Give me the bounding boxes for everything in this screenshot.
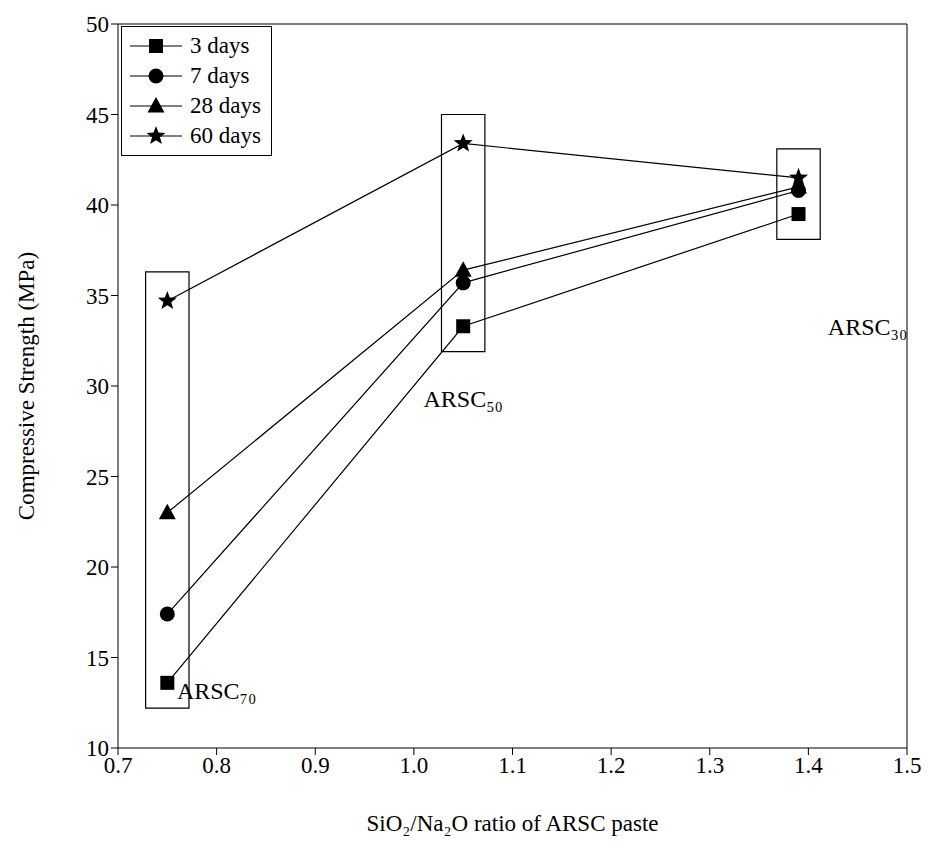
svg-text:0.9: 0.9 [301,753,330,778]
svg-text:ARSC₇₀: ARSC₇₀ [177,678,256,704]
html-text:60 days: 60 days [190,123,261,148]
svg-text:45: 45 [86,103,109,128]
svg-text:0.7: 0.7 [103,753,133,779]
svg-text:1.2: 1.2 [597,753,626,778]
svg-text:1.4: 1.4 [794,753,823,778]
svg-text:40: 40 [86,193,109,218]
html-text:3 days: 3 days [190,33,250,58]
svg-text:50: 50 [86,12,109,37]
svg-text:25: 25 [86,465,109,490]
svg-text:20: 20 [86,555,109,580]
svg-text:1.3: 1.3 [695,753,724,778]
html-text:7 days: 7 days [190,63,250,88]
svg-text:0.8: 0.8 [202,753,231,778]
svg-text:Compressive Strength (MPa): Compressive Strength (MPa) [14,252,39,520]
svg-text:15: 15 [86,646,109,671]
svg-text:35: 35 [86,284,109,309]
svg-text:SiO₂/Na₂O ratio of ARSC paste: SiO₂/Na₂O ratio of ARSC paste [366,811,658,836]
svg-text:1.5: 1.5 [893,753,922,778]
svg-text:10: 10 [86,736,109,761]
svg-text:30: 30 [86,374,109,399]
svg-text:ARSC₃₀: ARSC₃₀ [828,314,907,340]
svg-text:1.0: 1.0 [400,753,429,778]
svg-text:ARSC₅₀: ARSC₅₀ [423,386,502,412]
svg-text:1.1: 1.1 [498,753,527,778]
html-text:28 days: 28 days [190,93,261,118]
